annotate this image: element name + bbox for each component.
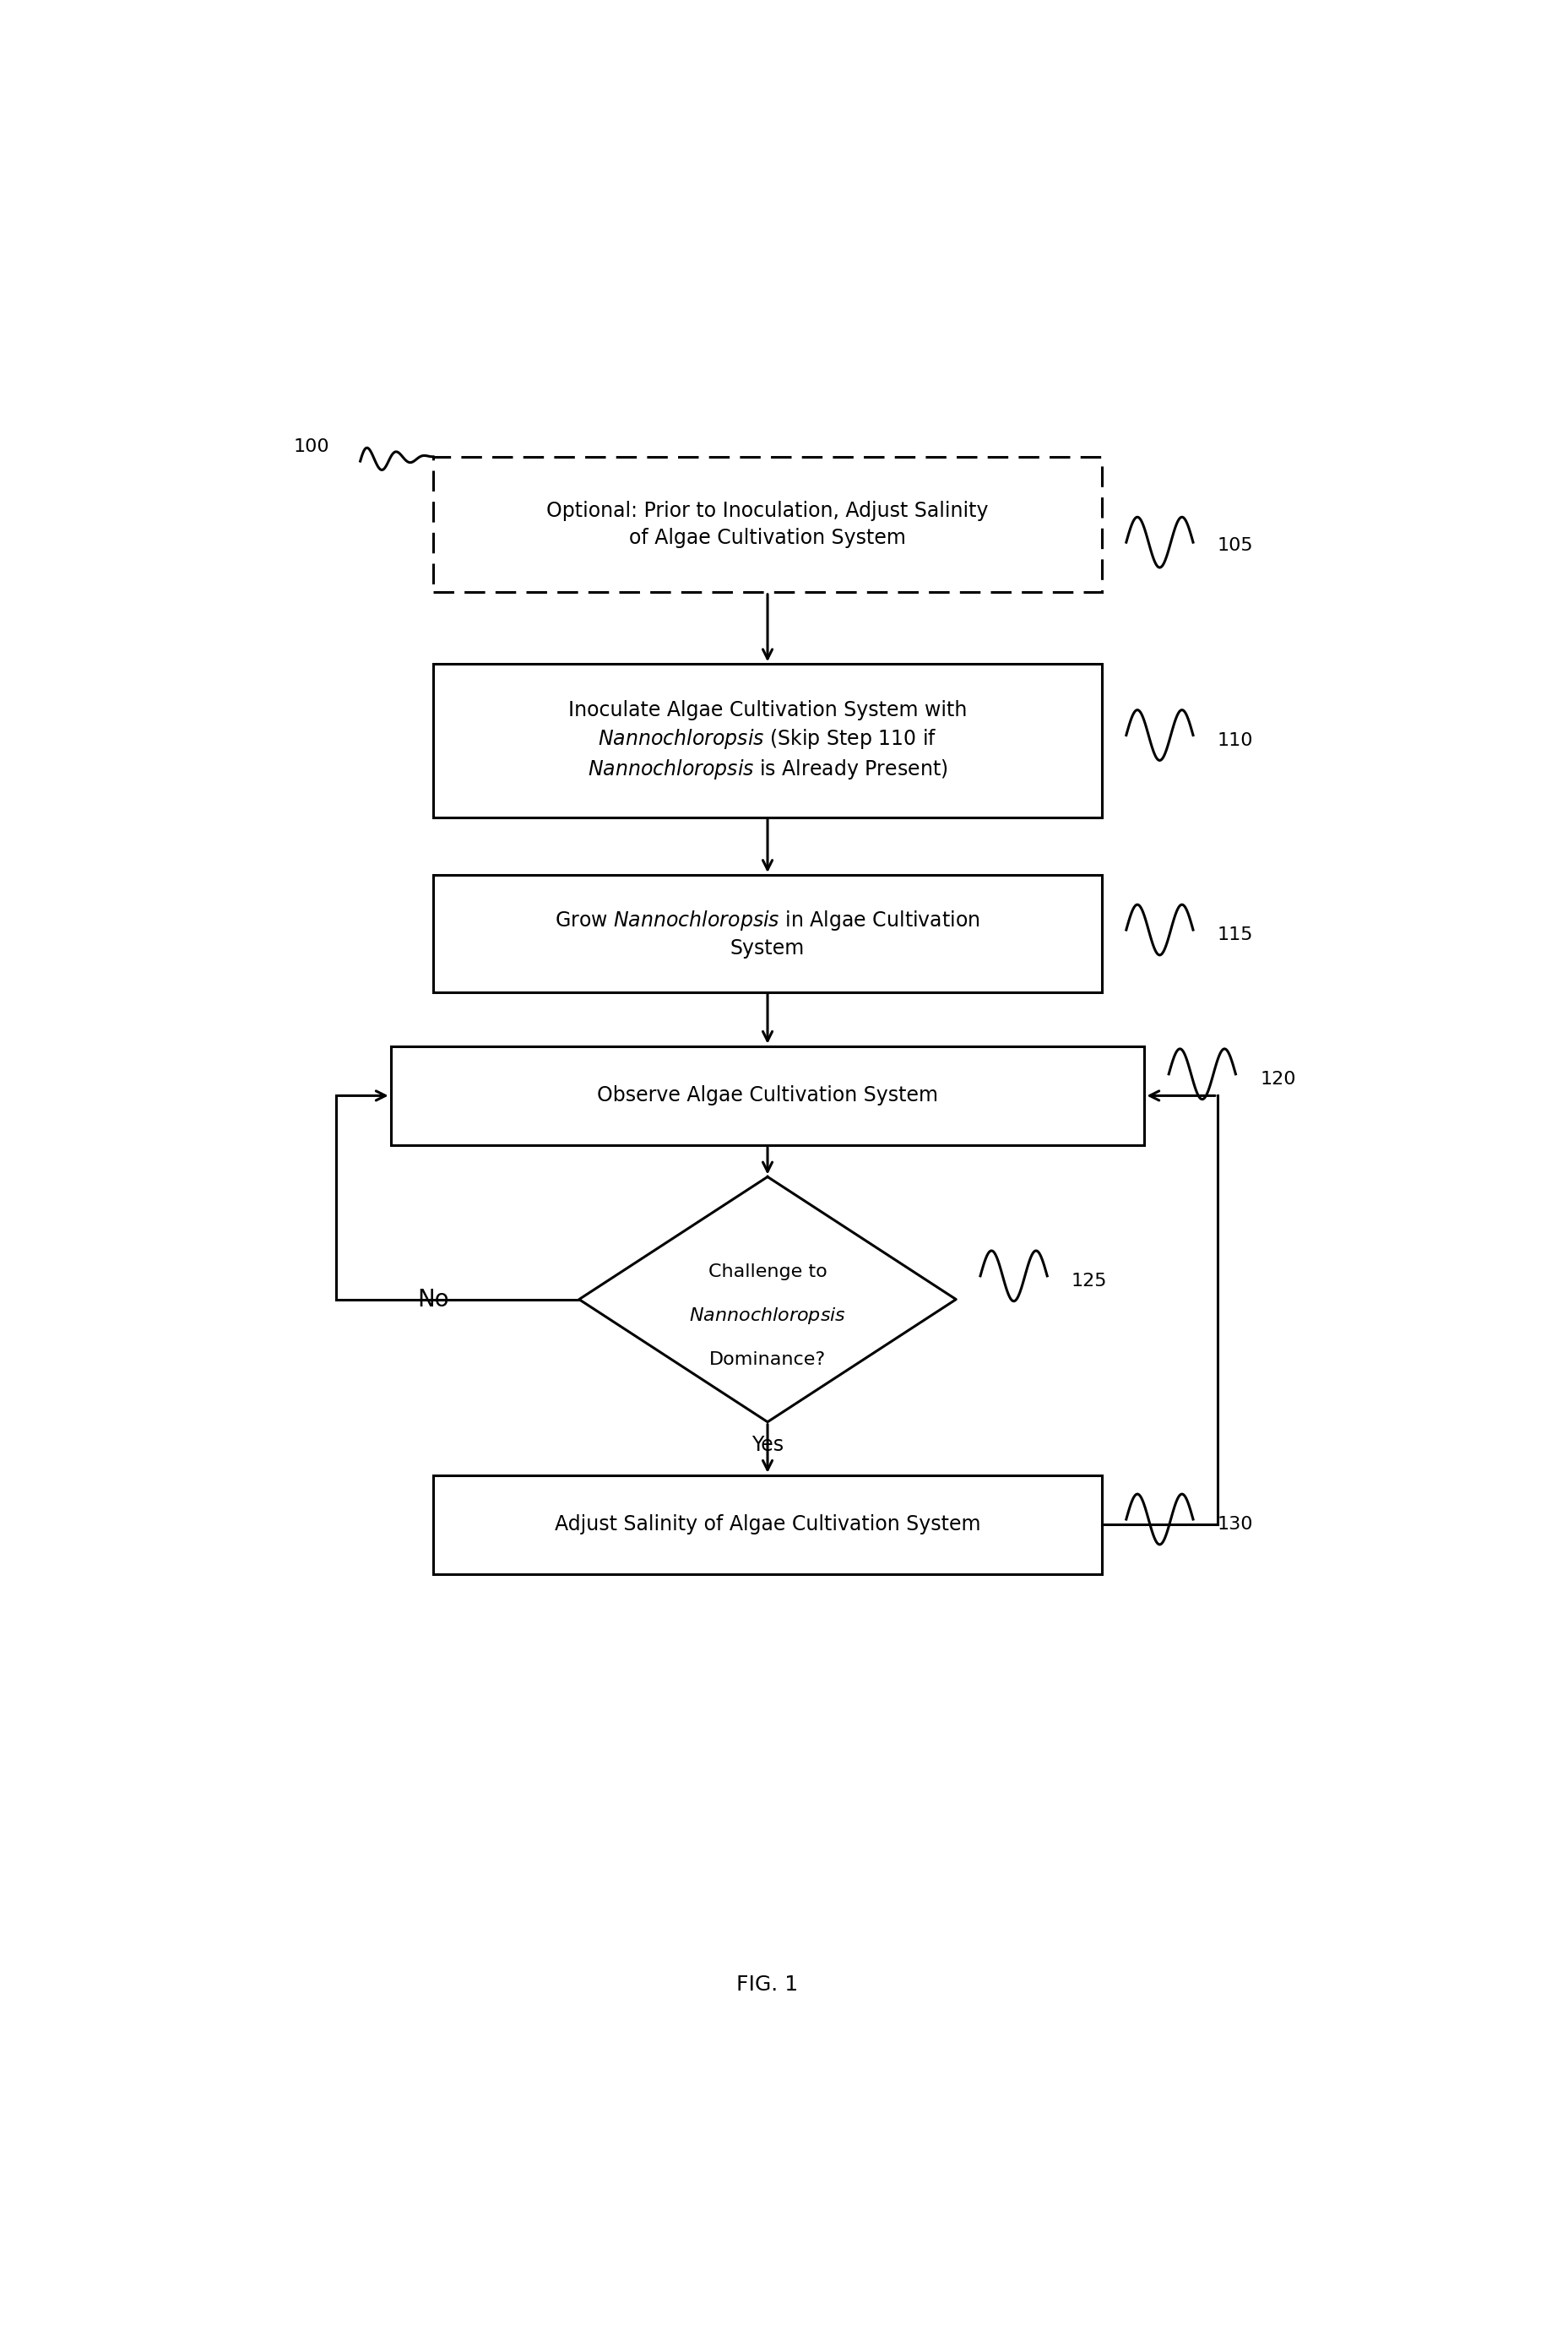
Text: No: No <box>417 1288 448 1311</box>
Text: 100: 100 <box>293 438 329 454</box>
Bar <box>433 1475 1101 1573</box>
Text: Challenge to: Challenge to <box>707 1264 826 1281</box>
Text: Grow $\it{Nannochloropsis}$ in Algae Cultivation
System: Grow $\it{Nannochloropsis}$ in Algae Cul… <box>555 908 980 957</box>
Text: 105: 105 <box>1217 538 1253 555</box>
Text: Yes: Yes <box>751 1435 784 1454</box>
Bar <box>390 1046 1145 1145</box>
Text: 110: 110 <box>1217 733 1253 749</box>
Text: $\it{Nannochloropsis}$: $\it{Nannochloropsis}$ <box>688 1306 845 1325</box>
Text: Adjust Salinity of Algae Cultivation System: Adjust Salinity of Algae Cultivation Sys… <box>554 1515 980 1536</box>
Text: Optional: Prior to Inoculation, Adjust Salinity
of Algae Cultivation System: Optional: Prior to Inoculation, Adjust S… <box>546 501 988 548</box>
Text: Observe Algae Cultivation System: Observe Algae Cultivation System <box>597 1086 938 1105</box>
Bar <box>433 876 1101 993</box>
Bar <box>433 665 1101 817</box>
Text: FIG. 1: FIG. 1 <box>737 1973 798 1995</box>
Bar <box>433 456 1101 592</box>
Text: Inoculate Algae Cultivation System with
$\it{Nannochloropsis}$ (Skip Step 110 if: Inoculate Algae Cultivation System with … <box>568 700 966 782</box>
Text: 130: 130 <box>1217 1517 1253 1533</box>
Text: 120: 120 <box>1259 1072 1295 1089</box>
Text: Dominance?: Dominance? <box>709 1351 825 1369</box>
Text: 115: 115 <box>1217 927 1253 943</box>
Text: 125: 125 <box>1071 1274 1107 1290</box>
